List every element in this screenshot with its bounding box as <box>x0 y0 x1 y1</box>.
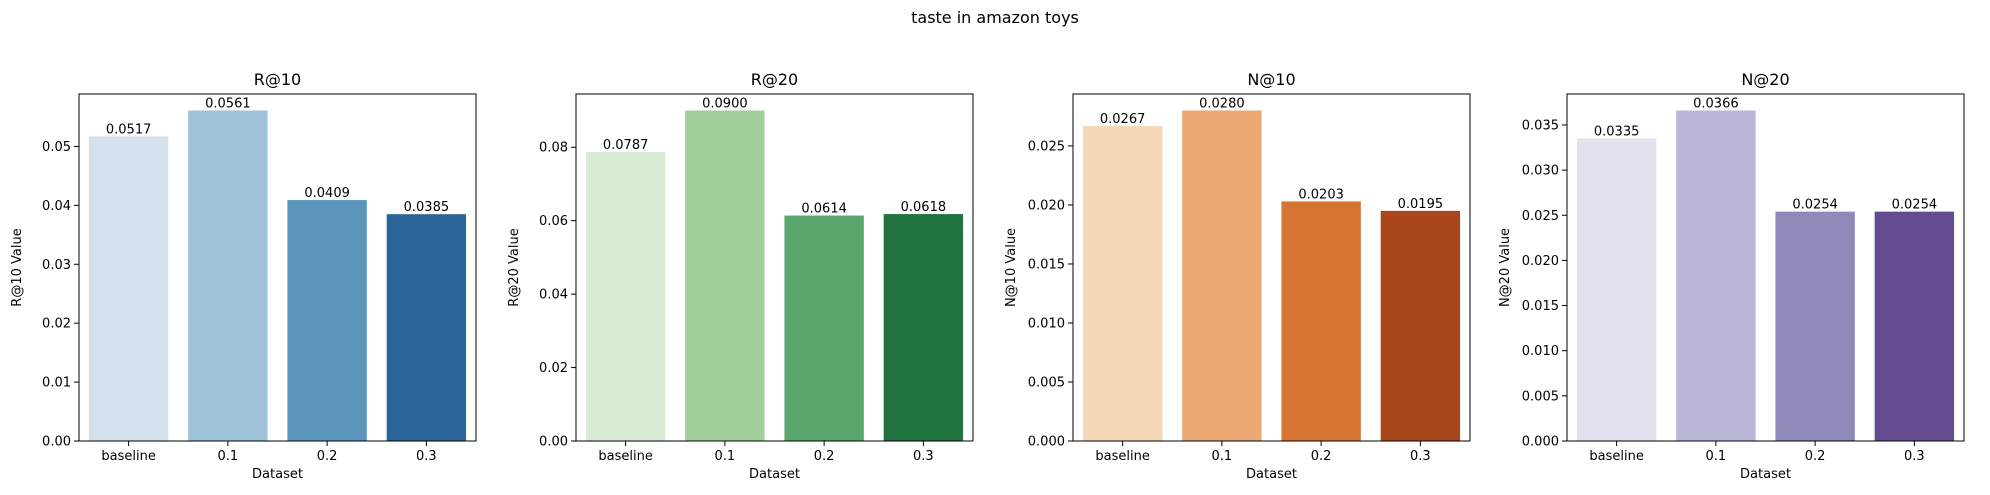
bar-0.1 <box>1676 110 1756 442</box>
bar-value-label: 0.0614 <box>801 202 847 217</box>
bar-value-label: 0.0366 <box>1693 97 1739 112</box>
bar-0.3 <box>883 214 964 441</box>
x-tick-label: 0.1 <box>1706 449 1727 464</box>
bar-value-label: 0.0900 <box>702 97 748 112</box>
bar-0.3 <box>386 214 467 441</box>
bar-baseline <box>88 136 169 441</box>
x-tick-label: 0.2 <box>1311 449 1332 464</box>
y-tick-label: 0.00 <box>539 435 568 450</box>
y-axis-label: N@20 Value <box>1498 228 1513 307</box>
bar-0.1 <box>685 110 765 442</box>
chart-panel-r10: R@10 0.0517 baseline 0.0561 0.1 0.0409 0.2 0.03… <box>10 70 477 482</box>
bar-0.2 <box>1775 211 1855 441</box>
y-tick-label: 0.04 <box>539 288 568 303</box>
y-tick-label: 0.03 <box>42 258 71 273</box>
bar-0.2 <box>287 200 367 441</box>
bar-value-label: 0.0203 <box>1298 187 1344 202</box>
bar-0.1 <box>1182 110 1262 442</box>
x-tick-label: 0.3 <box>416 449 437 464</box>
y-tick-label: 0.015 <box>1028 257 1065 272</box>
x-tick-label: baseline <box>1589 449 1643 464</box>
bar-0.2 <box>784 215 864 441</box>
bar-value-label: 0.0409 <box>304 186 350 201</box>
y-tick-label: 0.04 <box>42 199 71 214</box>
y-tick-label: 0.005 <box>1522 389 1559 404</box>
x-tick-label: 0.2 <box>1805 449 1826 464</box>
y-tick-label: 0.010 <box>1028 316 1065 331</box>
y-tick-label: 0.02 <box>42 317 71 332</box>
y-axis-label: N@10 Value <box>1004 228 1019 307</box>
chart-panel-r20: R@20 0.0787 baseline 0.0900 0.1 0.0614 0.2 0.06… <box>507 70 974 482</box>
axes-frame <box>1072 93 1471 442</box>
y-tick-label: 0.000 <box>1522 435 1559 450</box>
bar-value-label: 0.0561 <box>205 96 251 111</box>
x-tick-label: 0.3 <box>1904 449 1925 464</box>
y-tick-label: 0.020 <box>1522 254 1559 269</box>
bar-value-label: 0.0787 <box>603 138 649 153</box>
bar-0.1 <box>188 110 268 441</box>
bar-value-label: 0.0195 <box>1398 197 1444 212</box>
y-tick-label: 0.05 <box>42 140 71 155</box>
y-tick-label: 0.030 <box>1522 164 1559 179</box>
axes-frame <box>1566 93 1965 442</box>
x-tick-label: baseline <box>598 449 652 464</box>
x-tick-label: 0.3 <box>913 449 934 464</box>
axes-frame <box>78 93 477 442</box>
y-tick-label: 0.010 <box>1522 344 1559 359</box>
x-axis-label: Dataset <box>252 467 303 482</box>
x-tick-label: baseline <box>1095 449 1149 464</box>
bar-value-label: 0.0280 <box>1199 97 1245 112</box>
y-tick-label: 0.02 <box>539 361 568 376</box>
chart-panel-n20: N@20 0.0335 baseline 0.0366 0.1 0.0254 0.2 0.02… <box>1498 70 1965 482</box>
bar-value-label: 0.0385 <box>404 200 450 215</box>
y-tick-label: 0.020 <box>1028 198 1065 213</box>
y-tick-label: 0.000 <box>1028 435 1065 450</box>
y-tick-label: 0.025 <box>1028 139 1065 154</box>
chart-title: N@20 <box>1741 70 1789 89</box>
y-tick-label: 0.015 <box>1522 299 1559 314</box>
chart-title: R@10 <box>254 70 301 89</box>
x-axis-label: Dataset <box>749 467 800 482</box>
y-tick-label: 0.06 <box>539 214 568 229</box>
y-axis-label: R@20 Value <box>507 228 522 306</box>
y-axis-label: R@10 Value <box>10 228 25 306</box>
bar-value-label: 0.0618 <box>901 200 947 215</box>
y-tick-label: 0.00 <box>42 435 71 450</box>
x-axis-label: Dataset <box>1740 467 1791 482</box>
y-tick-label: 0.035 <box>1522 118 1559 133</box>
y-tick-label: 0.025 <box>1522 209 1559 224</box>
bar-0.3 <box>1380 210 1461 441</box>
bar-value-label: 0.0517 <box>106 122 152 137</box>
bar-baseline <box>1576 138 1657 442</box>
x-tick-label: 0.1 <box>1212 449 1233 464</box>
x-axis-label: Dataset <box>1246 467 1297 482</box>
bar-baseline <box>1082 125 1163 442</box>
figure-title: taste in amazon toys <box>911 8 1079 27</box>
x-tick-label: 0.3 <box>1410 449 1431 464</box>
bar-value-label: 0.0254 <box>1892 198 1938 213</box>
bar-value-label: 0.0267 <box>1100 112 1146 127</box>
bar-0.3 <box>1874 211 1955 441</box>
x-tick-label: 0.2 <box>814 449 835 464</box>
bar-baseline <box>585 152 666 441</box>
chart-title: R@20 <box>751 70 798 89</box>
axes-frame <box>575 93 974 442</box>
y-tick-label: 0.005 <box>1028 375 1065 390</box>
x-tick-label: 0.1 <box>715 449 736 464</box>
x-tick-label: baseline <box>101 449 155 464</box>
x-tick-label: 0.2 <box>317 449 338 464</box>
bar-0.2 <box>1281 201 1361 441</box>
bar-value-label: 0.0254 <box>1792 198 1838 213</box>
chart-panel-n10: N@10 0.0267 baseline 0.0280 0.1 0.0203 0.2 0.01… <box>1004 70 1471 482</box>
y-tick-label: 0.08 <box>539 141 568 156</box>
x-tick-label: 0.1 <box>218 449 239 464</box>
chart-title: N@10 <box>1247 70 1295 89</box>
y-tick-label: 0.01 <box>42 376 71 391</box>
bar-value-label: 0.0335 <box>1594 125 1640 140</box>
